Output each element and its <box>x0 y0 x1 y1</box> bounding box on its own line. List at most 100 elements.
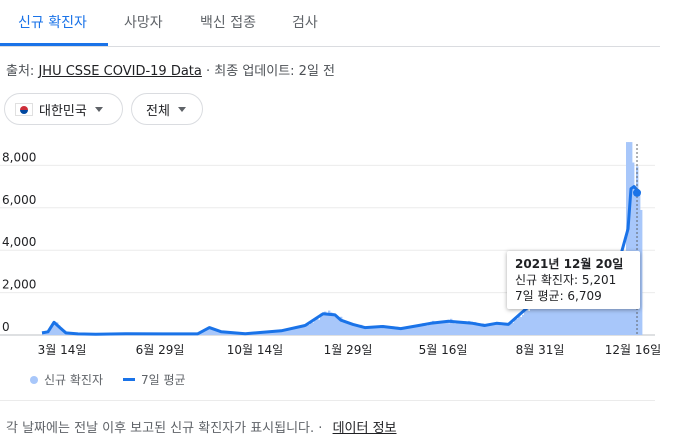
chart-legend: 신규 확진자 7일 평균 <box>30 371 186 388</box>
daily-case-bar <box>632 162 635 335</box>
x-tick-label: 5월 16일 <box>419 343 468 357</box>
divider <box>0 400 655 401</box>
tab-tests[interactable]: 검사 <box>292 15 318 31</box>
daily-case-bar <box>512 322 515 335</box>
daily-case-bar <box>496 323 499 335</box>
x-tick-label: 6월 29일 <box>136 343 185 357</box>
y-tick-label: 6,000 <box>2 193 36 207</box>
daily-case-bar <box>514 319 517 335</box>
daily-case-bar <box>316 318 319 335</box>
daily-case-bar <box>606 286 609 335</box>
daily-case-bar <box>356 325 359 335</box>
source-line: 출처: JHU CSSE COVID-19 Data · 최종 업데이트: 2일… <box>6 60 335 79</box>
daily-case-bar <box>208 328 211 335</box>
daily-case-bar <box>308 324 311 335</box>
daily-case-bar <box>568 287 571 335</box>
daily-case-bar <box>588 289 591 335</box>
daily-case-bar <box>274 331 277 335</box>
daily-case-bar <box>476 324 479 335</box>
daily-case-bar <box>294 328 297 335</box>
daily-case-bar <box>398 327 401 335</box>
daily-case-bar <box>420 325 423 335</box>
chart-tooltip: 2021년 12월 20일 신규 확진자: 5,201 7일 평균: 6,709 <box>507 251 640 309</box>
daily-case-bar <box>630 142 633 335</box>
daily-case-bar <box>218 330 221 335</box>
daily-case-bar <box>358 325 361 335</box>
daily-case-bar <box>368 326 371 335</box>
daily-case-bar <box>344 322 347 335</box>
daily-case-bar <box>266 332 269 335</box>
daily-case-bar <box>460 321 463 335</box>
daily-case-bar <box>628 142 631 335</box>
daily-case-bar <box>306 324 309 335</box>
daily-case-bar <box>500 325 503 335</box>
active-tab-indicator <box>0 43 108 46</box>
daily-case-bar <box>474 321 477 335</box>
daily-case-bar <box>584 284 587 335</box>
daily-case-bar <box>408 327 411 335</box>
daily-case-bar <box>492 324 495 335</box>
data-info-link[interactable]: 데이터 정보 <box>332 421 397 436</box>
daily-case-bar <box>442 323 445 335</box>
daily-case-bar <box>482 323 485 335</box>
daily-case-bar <box>360 324 363 335</box>
average-legend-swatch <box>123 378 136 381</box>
tab-new-cases[interactable]: 신규 확진자 <box>18 15 87 31</box>
daily-case-bar <box>502 325 505 335</box>
daily-case-bar <box>566 294 569 335</box>
daily-case-bar <box>548 293 551 335</box>
daily-case-bar <box>586 292 589 335</box>
daily-case-bar <box>516 318 519 335</box>
daily-case-bar <box>362 326 365 335</box>
daily-case-bar <box>478 324 481 335</box>
daily-case-bar <box>450 318 453 335</box>
daily-case-bar <box>396 326 399 335</box>
daily-case-bar <box>626 142 629 335</box>
daily-case-bar <box>424 323 427 335</box>
daily-case-bar <box>262 332 265 335</box>
daily-case-bar <box>544 296 547 335</box>
daily-case-bar <box>330 312 333 335</box>
daily-case-bar <box>402 328 405 335</box>
daily-case-bar <box>494 323 497 335</box>
daily-case-bar <box>204 331 207 335</box>
cases-legend-label: 신규 확진자 <box>44 373 104 387</box>
range-dropdown[interactable]: 전체 <box>131 93 203 125</box>
daily-case-bar <box>468 320 471 335</box>
last-updated: · 최종 업데이트: 2일 전 <box>206 64 336 79</box>
source-prefix: 출처: <box>6 64 35 79</box>
chevron-down-icon <box>94 106 103 112</box>
daily-case-bar <box>278 330 281 335</box>
daily-case-bar <box>310 322 313 335</box>
daily-case-bar <box>380 325 383 335</box>
daily-case-bar <box>518 316 521 335</box>
daily-case-bar <box>390 326 393 335</box>
daily-case-bar <box>410 326 413 335</box>
x-tick-label: 3월 14일 <box>38 343 87 357</box>
source-link[interactable]: JHU CSSE COVID-19 Data <box>38 64 202 79</box>
daily-case-bar <box>592 290 595 335</box>
tab-deaths[interactable]: 사망자 <box>124 15 163 31</box>
daily-case-bar <box>326 314 329 335</box>
daily-case-bar <box>340 316 343 335</box>
daily-case-bar <box>388 326 391 335</box>
y-tick-label: 2,000 <box>2 278 36 292</box>
daily-case-bar <box>56 322 59 335</box>
daily-case-bar <box>440 323 443 335</box>
daily-case-bar <box>58 325 61 335</box>
daily-case-bar <box>312 322 315 335</box>
footer-text: 각 날짜에는 전날 이후 보고된 신규 확진자가 표시됩니다. <box>6 421 315 436</box>
daily-case-bar <box>446 322 449 335</box>
daily-case-bar <box>486 326 489 335</box>
country-dropdown[interactable]: 대한민국 <box>4 93 123 125</box>
daily-case-bar <box>640 209 643 335</box>
tab-vaccinations[interactable]: 백신 접종 <box>200 15 256 31</box>
daily-case-bar <box>448 323 451 335</box>
daily-case-bar <box>552 295 555 335</box>
daily-case-bar <box>506 324 509 335</box>
daily-case-bar <box>52 325 55 335</box>
daily-case-bar <box>370 326 373 335</box>
daily-case-bar <box>272 332 275 335</box>
daily-case-bar <box>508 323 511 335</box>
daily-case-bar <box>212 328 215 335</box>
